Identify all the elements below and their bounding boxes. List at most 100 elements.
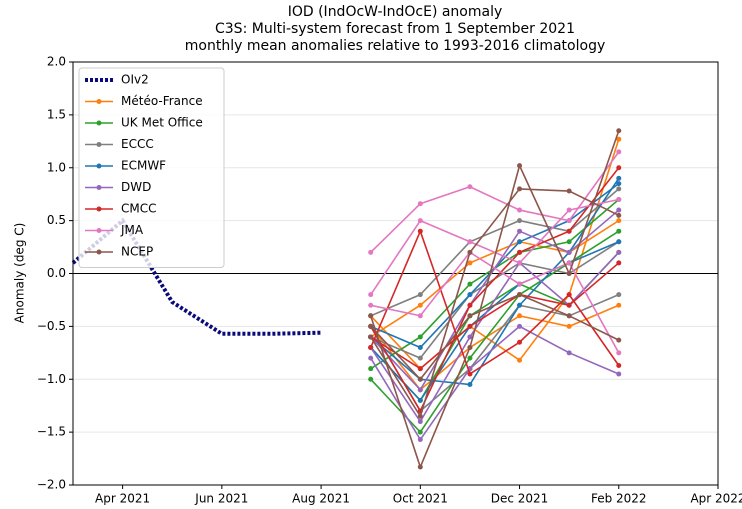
member-point xyxy=(566,218,572,224)
member-point xyxy=(417,376,423,382)
x-tick-label: Feb 2022 xyxy=(591,492,647,506)
member-point xyxy=(417,292,423,298)
member-point xyxy=(467,323,473,329)
y-tick-label: 1.0 xyxy=(47,160,66,174)
y-tick-label: 1.5 xyxy=(47,107,66,121)
member-point xyxy=(417,218,423,224)
member-point xyxy=(368,302,374,308)
member-point xyxy=(368,292,374,298)
member-point xyxy=(368,334,374,340)
member-point xyxy=(517,228,523,234)
member-point xyxy=(467,239,473,245)
member-point xyxy=(566,239,572,245)
member-point xyxy=(417,334,423,340)
legend-label: JMA xyxy=(120,223,144,237)
x-tick-label: Apr 2022 xyxy=(690,492,742,506)
member-point xyxy=(368,249,374,255)
y-tick-label: 0.0 xyxy=(47,266,66,280)
member-point xyxy=(417,437,423,443)
chart-subtitle: monthly mean anomalies relative to 1993-… xyxy=(185,38,606,54)
ensemble-member xyxy=(370,151,620,253)
forecast-lines xyxy=(368,128,622,470)
member-point xyxy=(417,228,423,234)
member-point xyxy=(566,249,572,255)
member-point xyxy=(417,313,423,319)
member-point xyxy=(517,249,523,255)
member-point xyxy=(467,292,473,298)
member-point xyxy=(616,260,622,266)
member-point xyxy=(517,357,523,363)
member-point xyxy=(467,249,473,255)
member-point xyxy=(616,181,622,187)
member-point xyxy=(616,292,622,298)
member-point xyxy=(417,355,423,361)
member-point xyxy=(517,281,523,287)
legend-label: Météo-France xyxy=(121,94,203,108)
member-point xyxy=(616,165,622,171)
ensemble-member xyxy=(370,293,620,381)
x-tick-label: Dec 2021 xyxy=(491,492,549,506)
chart-subtitle: C3S: Multi-system forecast from 1 Septem… xyxy=(215,21,575,37)
member-point xyxy=(566,228,572,234)
legend-marker xyxy=(96,142,102,147)
ensemble-member xyxy=(370,251,620,354)
ensemble-member xyxy=(370,177,620,386)
member-point xyxy=(467,371,473,377)
plot-frame xyxy=(72,61,719,486)
x-tick-label: Jun 2021 xyxy=(194,492,248,506)
member-point xyxy=(616,196,622,202)
member-point xyxy=(566,302,572,308)
member-point xyxy=(517,292,523,298)
member-point xyxy=(616,186,622,192)
y-tick-label: −2.0 xyxy=(37,478,66,492)
y-tick-label: −0.5 xyxy=(37,319,66,333)
member-point xyxy=(566,188,572,194)
y-tick-label: −1.5 xyxy=(37,425,66,439)
ensemble-member xyxy=(370,188,620,419)
member-point xyxy=(517,186,523,192)
member-point xyxy=(368,355,374,361)
member-point xyxy=(517,302,523,308)
member-point xyxy=(368,376,374,382)
member-point xyxy=(566,323,572,329)
member-point xyxy=(467,184,473,190)
x-tick-label: Aug 2021 xyxy=(292,492,350,506)
member-point xyxy=(517,313,523,319)
member-point xyxy=(467,313,473,319)
member-point xyxy=(517,163,523,169)
ensemble-member xyxy=(370,230,620,434)
member-point xyxy=(616,371,622,377)
legend-marker xyxy=(96,206,102,212)
y-tick-label: −1.0 xyxy=(37,372,66,386)
legend-marker xyxy=(96,228,102,233)
member-point xyxy=(616,175,622,181)
member-point xyxy=(368,345,374,351)
member-point xyxy=(616,218,622,224)
member-point xyxy=(417,419,423,425)
member-point xyxy=(417,345,423,351)
member-point xyxy=(417,464,423,470)
member-point xyxy=(566,271,572,276)
member-point xyxy=(417,387,423,393)
legend-label: ECMWF xyxy=(121,159,166,173)
member-point xyxy=(616,239,622,245)
member-point xyxy=(616,302,622,308)
observation-line xyxy=(71,217,322,336)
member-point xyxy=(517,260,523,266)
ensemble-member xyxy=(370,167,620,413)
y-axis-label: Anomaly (deg C) xyxy=(13,223,27,324)
member-point xyxy=(616,149,622,155)
ensemble-member xyxy=(370,198,619,296)
member-point xyxy=(467,334,473,340)
member-point xyxy=(467,260,473,266)
member-point xyxy=(467,345,473,351)
x-tick-label: Apr 2021 xyxy=(95,492,150,506)
member-point xyxy=(467,382,473,388)
member-point xyxy=(517,239,523,245)
legend-marker xyxy=(96,249,102,255)
member-point xyxy=(566,313,572,319)
ensemble-member xyxy=(370,188,620,317)
member-point xyxy=(616,136,622,142)
member-point xyxy=(566,207,572,213)
